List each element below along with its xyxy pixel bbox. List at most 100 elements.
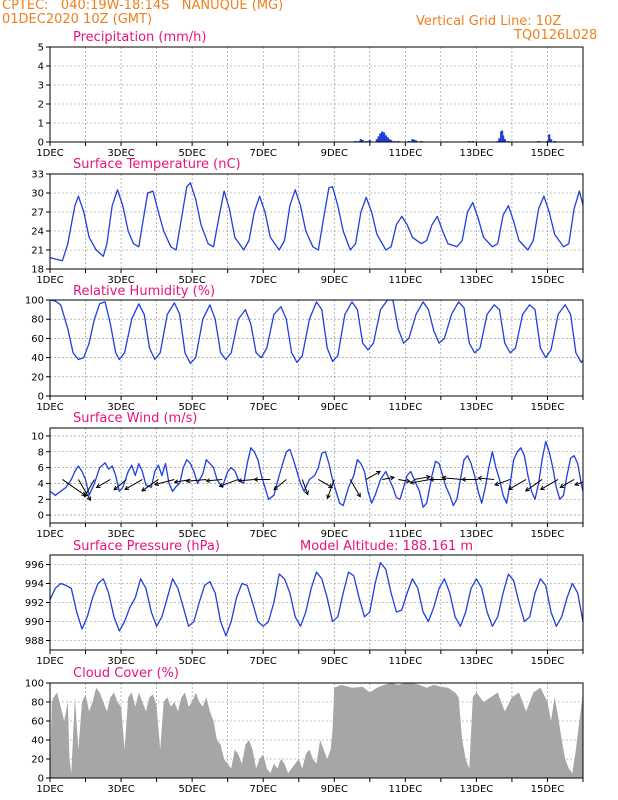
precip-bar bbox=[389, 140, 393, 142]
temp-xtick-label: 9DEC bbox=[321, 275, 348, 286]
wind-arrowhead bbox=[328, 483, 334, 488]
precip-xtick-label: 13DEC bbox=[460, 148, 494, 159]
wind-arrow bbox=[494, 478, 511, 486]
cloud-xtick-label: 13DEC bbox=[460, 784, 494, 795]
cloud-xtick-label: 11DEC bbox=[388, 784, 422, 795]
wind-arrowhead bbox=[218, 482, 224, 488]
temp-ytick-label: 27 bbox=[31, 208, 44, 219]
wind-arrow bbox=[62, 479, 86, 496]
precip-xtick-label: 3DEC bbox=[107, 148, 134, 159]
precip-bar bbox=[361, 140, 364, 142]
precip-bar bbox=[379, 133, 382, 142]
wind-arrowhead bbox=[185, 478, 191, 484]
cloud-frame bbox=[49, 682, 584, 779]
wind-arrow bbox=[301, 479, 309, 495]
wind-arrowhead bbox=[409, 480, 415, 485]
rh-xtick-label: 5DEC bbox=[178, 402, 205, 413]
rh-ytick-label: 100 bbox=[25, 296, 44, 307]
wind-arrow bbox=[382, 476, 395, 480]
rh-xtick-label: 7DEC bbox=[250, 402, 277, 413]
precip-xtick-label: 7DEC bbox=[250, 148, 277, 159]
wind-arrow bbox=[273, 479, 287, 491]
pres-ytick-label: 996 bbox=[25, 560, 44, 571]
wind-arrowhead bbox=[494, 481, 500, 487]
wind-arrow bbox=[83, 479, 95, 498]
wind-arrow bbox=[508, 479, 527, 490]
temp-xtick-label: 13DEC bbox=[460, 275, 494, 286]
temp-xtick-label: 15DEC bbox=[531, 275, 565, 286]
precip-bar bbox=[549, 139, 553, 142]
wind-arrow bbox=[206, 478, 223, 482]
wind-xtick-label: 11DEC bbox=[388, 529, 422, 540]
pres-xtick-label: 13DEC bbox=[460, 656, 494, 667]
precip-xtick-label: 9DEC bbox=[321, 148, 348, 159]
precip-data bbox=[350, 130, 556, 142]
precip-ytick-label: 5 bbox=[38, 43, 44, 54]
pres-xtick-label: 9DEC bbox=[321, 656, 348, 667]
wind-arrow bbox=[540, 479, 559, 490]
wind-arrowhead bbox=[173, 479, 179, 484]
wind-line bbox=[50, 440, 583, 508]
wind-arrow bbox=[478, 477, 495, 480]
precip-bar bbox=[503, 139, 507, 142]
wind-arrow bbox=[414, 476, 431, 480]
rh-xtick-label: 15DEC bbox=[531, 402, 565, 413]
precip-bar bbox=[381, 131, 384, 142]
precip-ytick-label: 2 bbox=[38, 100, 44, 111]
wind-xtick-label: 13DEC bbox=[460, 529, 494, 540]
precip-bar bbox=[359, 139, 363, 142]
wind-arrowhead bbox=[304, 490, 309, 496]
temp-data bbox=[50, 182, 583, 262]
cloud-panel: Cloud Cover (%) 0 20 40 60 80 100 1DEC 3DEC 5DEC 7… bbox=[25, 666, 584, 795]
wind-xtick-label: 7DEC bbox=[250, 529, 277, 540]
wind-arrowhead bbox=[253, 477, 259, 482]
precip-bar bbox=[501, 135, 505, 142]
wind-arrow bbox=[124, 479, 143, 490]
wind-xtick-label: 9DEC bbox=[321, 529, 348, 540]
rh-title: Relative Humidity (%) bbox=[73, 284, 215, 299]
wind-arrowhead bbox=[461, 477, 466, 482]
precip-bar bbox=[414, 140, 418, 142]
precip-ytick-label: 3 bbox=[38, 81, 44, 92]
pres-ytick-label: 994 bbox=[25, 579, 44, 590]
cloud-xtick-label: 3DEC bbox=[107, 784, 134, 795]
precip-xtick-label: 1DEC bbox=[36, 148, 63, 159]
wind-xtick-label: 5DEC bbox=[178, 529, 205, 540]
wind-arrow bbox=[77, 479, 91, 501]
rh-ytick-label: 60 bbox=[31, 334, 44, 345]
wind-ytick-label: 0 bbox=[38, 511, 44, 522]
wind-xtick-label: 3DEC bbox=[107, 529, 134, 540]
pres-ytick-label: 988 bbox=[25, 636, 44, 647]
wind-arrow bbox=[326, 479, 335, 499]
temp-frame bbox=[49, 173, 584, 270]
precip-ytick-label: 4 bbox=[38, 62, 44, 73]
run-date: 01DEC2020 10Z (GMT) bbox=[2, 12, 153, 27]
wind-arrowhead bbox=[205, 478, 211, 483]
cloud-xtick-label: 7DEC bbox=[250, 784, 277, 795]
cloud-ytick-label: 100 bbox=[25, 679, 44, 690]
wind-ytick-label: 10 bbox=[31, 431, 44, 442]
rh-ytick-label: 80 bbox=[31, 315, 44, 326]
rh-xtick-label: 3DEC bbox=[107, 402, 134, 413]
precip-panel: Precipitation (mm/h) 0 1 2 3 4 5 1DEC 3DEC 5DEC 7D… bbox=[36, 30, 584, 159]
wind-arrow bbox=[154, 478, 175, 486]
temp-ytick-label: 33 bbox=[31, 170, 44, 181]
pres-title: Surface Pressure (hPa) bbox=[73, 539, 220, 554]
pres-xtick-label: 7DEC bbox=[250, 656, 277, 667]
cloud-xtick-label: 1DEC bbox=[36, 784, 63, 795]
wind-arrowhead bbox=[83, 492, 89, 498]
wind-arrowhead bbox=[95, 483, 101, 488]
temp-xtick-label: 1DEC bbox=[36, 275, 63, 286]
precip-bar bbox=[377, 136, 380, 142]
wind-arrowhead bbox=[559, 483, 565, 488]
wind-arrow bbox=[365, 471, 381, 480]
wind-arrowhead bbox=[356, 492, 361, 498]
cloud-title: Cloud Cover (%) bbox=[73, 666, 179, 681]
cloud-ytick-label: 40 bbox=[31, 736, 44, 747]
temp-title: Surface Temperature (nC) bbox=[73, 157, 241, 172]
precip-bar bbox=[375, 139, 379, 142]
wind-ytick-label: 6 bbox=[38, 463, 44, 474]
temp-ytick-label: 18 bbox=[31, 265, 44, 276]
wind-arrowhead bbox=[574, 481, 580, 487]
